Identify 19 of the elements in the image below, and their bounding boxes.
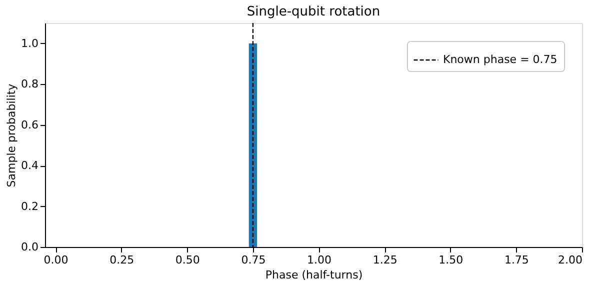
y-axis-title: Sample probability: [5, 83, 18, 188]
x-tick-label: 1.50: [438, 254, 464, 266]
y-tick-label: 0.6: [21, 118, 38, 132]
y-tick-label: 0.8: [21, 78, 38, 91]
y-tick-label: 1.0: [21, 36, 38, 50]
x-tick-label: 1.75: [504, 254, 529, 266]
x-tick-label: 1.25: [372, 254, 398, 266]
x-tick-label: 2.00: [558, 254, 582, 266]
ref-line-label: Known phase = 0.75: [443, 53, 558, 66]
x-tick-label: 0.50: [175, 254, 200, 266]
x-axis-title: Phase (half-turns): [265, 268, 363, 282]
x-tick-label: 0.75: [241, 254, 266, 266]
y-tick-label: 0.0: [21, 240, 38, 254]
y-tick-label: 0.2: [21, 200, 38, 213]
y-tick-label: 0.4: [21, 159, 38, 172]
x-tick-label: 0.25: [110, 254, 134, 266]
x-tick-label: 1.00: [307, 254, 332, 266]
chart-title: Single-qubit rotation: [246, 4, 380, 20]
x-tick-label: 0.00: [44, 254, 68, 266]
